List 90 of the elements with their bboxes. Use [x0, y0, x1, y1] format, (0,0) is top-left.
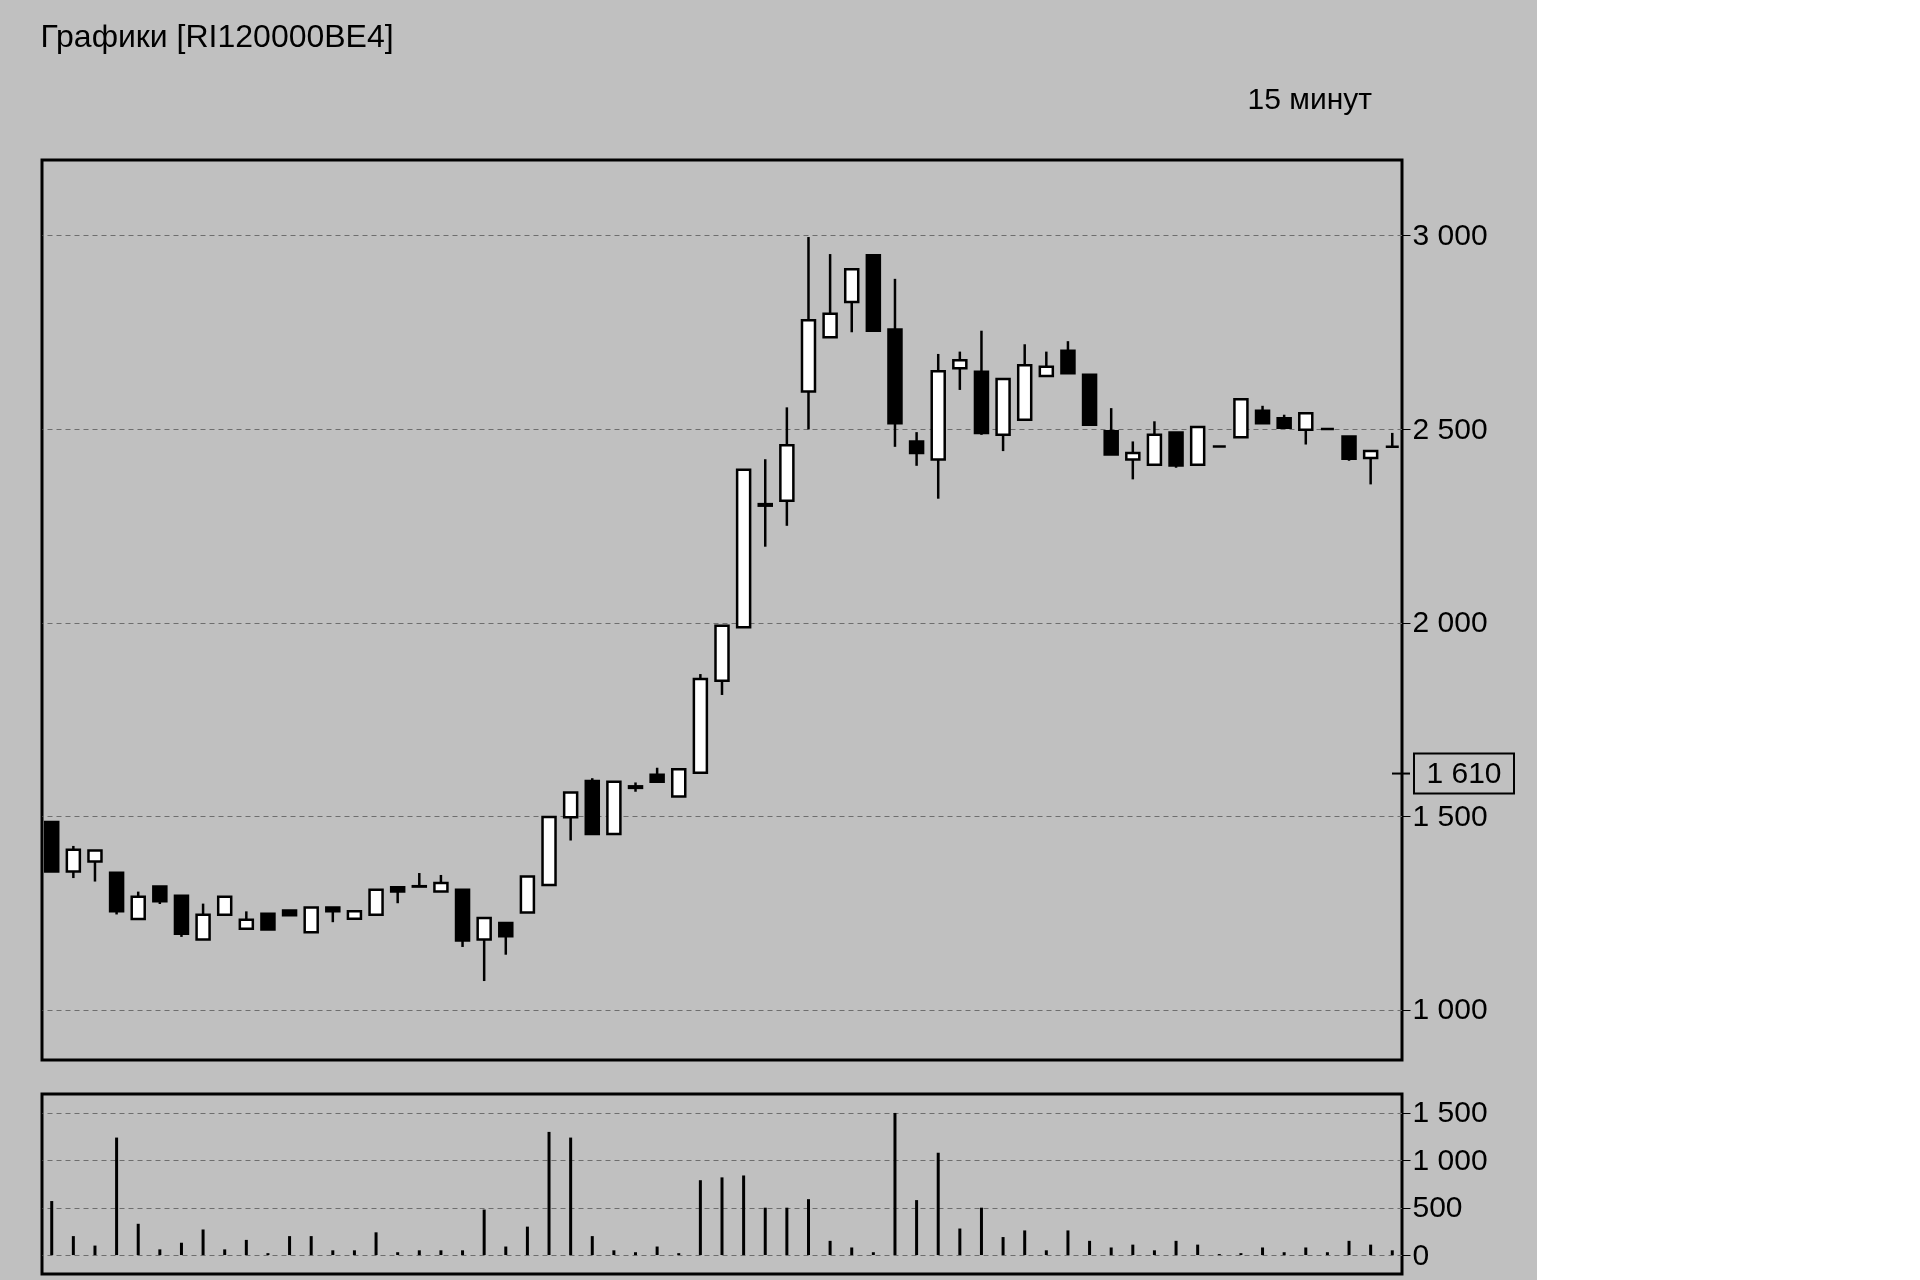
bar: [850, 1247, 854, 1256]
bar: [1088, 1240, 1092, 1256]
candlestick: [908, 430, 925, 468]
bar: [504, 1246, 508, 1256]
bar: [396, 1252, 400, 1256]
ref-line-label: 1 610: [1426, 755, 1502, 789]
y-tick-label: 0: [1412, 1237, 1430, 1271]
bar: [612, 1250, 616, 1256]
bar: [179, 1242, 183, 1256]
bar: [936, 1152, 940, 1256]
candlestick: [1060, 339, 1076, 375]
bar: [1001, 1237, 1005, 1256]
candlestick: [65, 844, 82, 880]
bar: [979, 1207, 983, 1256]
bar: [1390, 1250, 1394, 1256]
y-tick-label: 3 000: [1412, 217, 1488, 251]
bar: [50, 1201, 54, 1256]
bar: [1304, 1247, 1308, 1256]
bar: [720, 1177, 724, 1256]
candlestick: [1341, 435, 1357, 463]
bar: [201, 1229, 205, 1256]
bar: [352, 1250, 356, 1256]
bar: [136, 1223, 140, 1256]
y-tick-label: 2 500: [1412, 411, 1488, 445]
candlestick: [411, 871, 428, 888]
bar: [569, 1137, 573, 1256]
bar: [93, 1245, 97, 1256]
bar: [698, 1180, 702, 1256]
bar: [1109, 1247, 1113, 1256]
bar: [461, 1250, 465, 1256]
candlestick: [216, 895, 233, 917]
bar: [288, 1236, 292, 1256]
y-tick-label: 500: [1412, 1190, 1463, 1224]
bar: [785, 1207, 789, 1256]
bar: [115, 1137, 119, 1256]
bar: [655, 1246, 659, 1256]
bar: [806, 1199, 810, 1256]
bar: [525, 1226, 529, 1256]
candlestick: [1362, 449, 1379, 486]
candlestick: [130, 890, 146, 921]
bar: [158, 1249, 162, 1256]
candlestick: [1298, 411, 1314, 446]
candlestick: [952, 350, 968, 392]
candlestick: [757, 457, 773, 548]
y-tick-label: 1 500: [1412, 798, 1488, 832]
bar: [763, 1207, 767, 1256]
chart-title: Графики [RI120000BE4]: [40, 17, 394, 54]
bar: [71, 1236, 75, 1256]
bar: [1066, 1230, 1070, 1256]
bar: [915, 1200, 919, 1256]
bar: [871, 1252, 875, 1256]
bar: [1174, 1240, 1178, 1256]
text: 15 минут: [1247, 82, 1373, 115]
candlestick: [822, 252, 838, 339]
bar: [958, 1228, 962, 1256]
bar: [482, 1209, 486, 1256]
bar: [828, 1240, 832, 1256]
candlestick: [498, 921, 514, 956]
bar: [1347, 1240, 1351, 1256]
y-tick-label: 2 000: [1412, 605, 1488, 639]
candlestick: [1038, 350, 1055, 378]
bar: [893, 1112, 897, 1256]
bar: [1369, 1244, 1373, 1256]
bar: [244, 1239, 248, 1256]
y-tick-label: 1 000: [1412, 1142, 1488, 1176]
y-tick-label: 1 000: [1412, 992, 1488, 1026]
bar: [223, 1249, 227, 1256]
candlestick: [1125, 440, 1141, 481]
bar: [634, 1252, 638, 1256]
bar: [1023, 1230, 1027, 1256]
bar: [374, 1232, 378, 1256]
bar: [309, 1236, 313, 1256]
bar: [417, 1250, 421, 1256]
bar: [1325, 1252, 1329, 1256]
bar: [742, 1175, 746, 1256]
bar: [590, 1236, 594, 1256]
bar: [1044, 1250, 1048, 1256]
y-tick-label: 1 500: [1412, 1095, 1488, 1129]
bar: [1131, 1244, 1135, 1256]
bar: [1282, 1252, 1286, 1256]
candlestick: [1384, 431, 1401, 449]
bar: [1261, 1247, 1265, 1256]
bar: [331, 1250, 335, 1256]
bar: [1196, 1244, 1200, 1256]
candlestick: [476, 916, 492, 983]
bar: [439, 1250, 443, 1256]
bar: [547, 1131, 551, 1256]
candlestick: [87, 849, 103, 883]
candlestick: [1103, 406, 1119, 456]
bar: [1152, 1250, 1156, 1256]
